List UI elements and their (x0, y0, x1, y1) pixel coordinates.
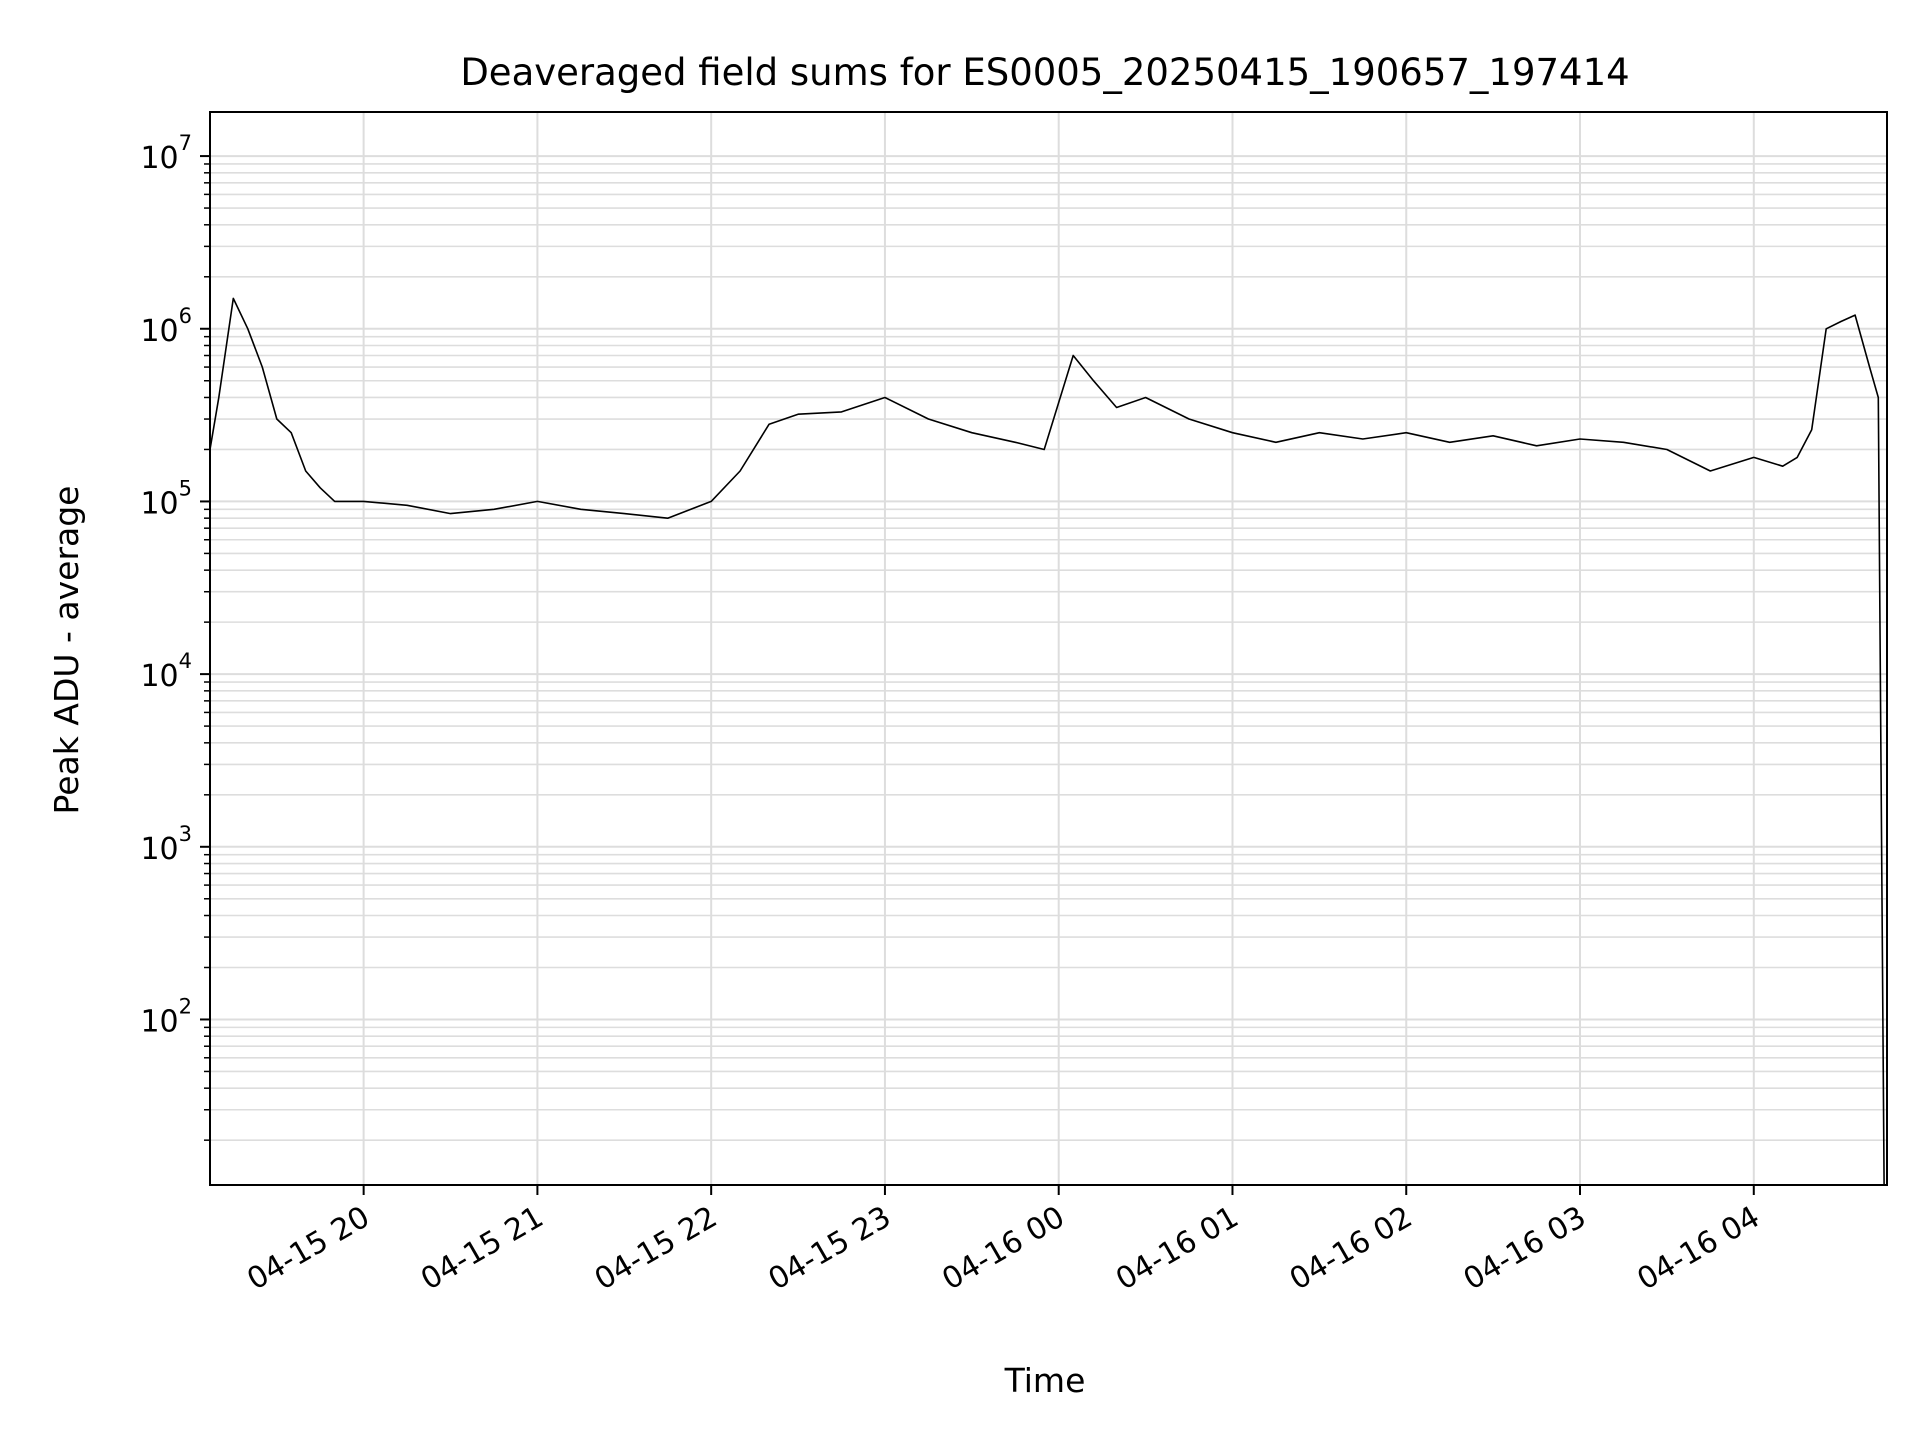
series-layer (209, 297, 1885, 1186)
plot-area-frame (209, 111, 1888, 1186)
y-axis-label: Peak ADU - average (47, 486, 86, 815)
chart-title: Deaveraged field sums for ES0005_2025041… (460, 51, 1629, 94)
x-axis-label: Time (1004, 1361, 1086, 1400)
grid-lines (210, 112, 1887, 1185)
series-line (209, 297, 1885, 1186)
